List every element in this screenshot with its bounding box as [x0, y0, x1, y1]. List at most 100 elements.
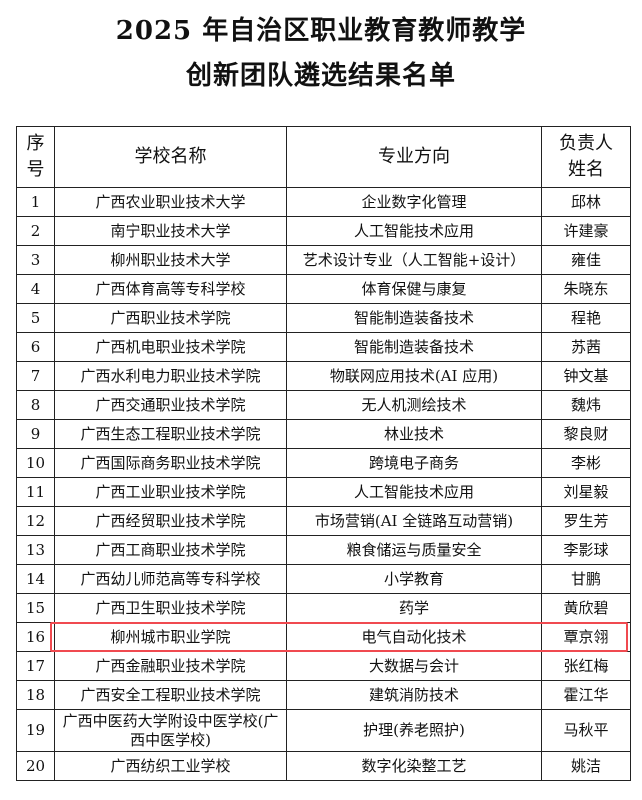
- table-row: 19 广西中医药大学附设中医学校(广西中医学校) 护理(养老照护) 马秋平: [16, 709, 631, 752]
- table-row: 15 广西卫生职业技术学院 药学 黄欣碧: [16, 593, 631, 623]
- cell-no: 11: [16, 477, 55, 507]
- cell-no: 5: [16, 303, 55, 333]
- cell-major: 护理(养老照护): [286, 709, 542, 752]
- cell-no: 10: [16, 448, 55, 478]
- table-row: 16 柳州城市职业学院 电气自动化技术 覃京翎: [16, 622, 631, 652]
- table-row: 14 广西幼儿师范高等专科学校 小学教育 甘鹏: [16, 564, 631, 594]
- cell-major: 药学: [286, 593, 542, 623]
- cell-major: 粮食储运与质量安全: [286, 535, 542, 565]
- cell-major: 林业技术: [286, 419, 542, 449]
- cell-major: 数字化染整工艺: [286, 751, 542, 781]
- cell-school: 广西工业职业技术学院: [54, 477, 287, 507]
- cell-school: 广西金融职业技术学院: [54, 651, 287, 681]
- cell-leader: 黎良财: [541, 419, 631, 449]
- cell-major: 建筑消防技术: [286, 680, 542, 710]
- cell-leader: 甘鹏: [541, 564, 631, 594]
- cell-no: 4: [16, 274, 55, 304]
- table-row: 18 广西安全工程职业技术学院 建筑消防技术 霍江华: [16, 680, 631, 710]
- cell-no: 7: [16, 361, 55, 391]
- cell-leader: 程艳: [541, 303, 631, 333]
- table-row: 9 广西生态工程职业技术学院 林业技术 黎良财: [16, 419, 631, 449]
- cell-no: 18: [16, 680, 55, 710]
- cell-school: 广西体育高等专科学校: [54, 274, 287, 304]
- cell-no: 2: [16, 216, 55, 246]
- cell-major: 大数据与会计: [286, 651, 542, 681]
- cell-major: 体育保健与康复: [286, 274, 542, 304]
- cell-no: 15: [16, 593, 55, 623]
- cell-leader: 朱晓东: [541, 274, 631, 304]
- cell-no: 1: [16, 187, 55, 217]
- header-school: 学校名称: [54, 126, 287, 188]
- cell-no: 9: [16, 419, 55, 449]
- cell-no: 8: [16, 390, 55, 420]
- table-row: 5 广西职业技术学院 智能制造装备技术 程艳: [16, 303, 631, 333]
- table-row: 7 广西水利电力职业技术学院 物联网应用技术(AI 应用) 钟文基: [16, 361, 631, 391]
- cell-school: 广西生态工程职业技术学院: [54, 419, 287, 449]
- cell-major: 人工智能技术应用: [286, 216, 542, 246]
- cell-leader: 邱林: [541, 187, 631, 217]
- cell-leader: 罗生芳: [541, 506, 631, 536]
- cell-school: 广西职业技术学院: [54, 303, 287, 333]
- cell-school: 广西安全工程职业技术学院: [54, 680, 287, 710]
- table-row: 6 广西机电职业技术学院 智能制造装备技术 苏茜: [16, 332, 631, 362]
- table-row: 2 南宁职业技术大学 人工智能技术应用 许建豪: [16, 216, 631, 246]
- cell-no: 16: [16, 622, 55, 652]
- table-row: 12 广西经贸职业技术学院 市场营销(AI 全链路互动营销) 罗生芳: [16, 506, 631, 536]
- cell-school: 广西经贸职业技术学院: [54, 506, 287, 536]
- cell-major: 市场营销(AI 全链路互动营销): [286, 506, 542, 536]
- header-major: 专业方向: [286, 126, 542, 188]
- cell-leader: 许建豪: [541, 216, 631, 246]
- cell-major: 无人机测绘技术: [286, 390, 542, 420]
- cell-leader: 李影球: [541, 535, 631, 565]
- cell-major: 企业数字化管理: [286, 187, 542, 217]
- cell-no: 12: [16, 506, 55, 536]
- header-leader: 负责人姓名: [541, 126, 631, 188]
- header-no: 序号: [16, 126, 55, 188]
- cell-no: 6: [16, 332, 55, 362]
- table-row: 3 柳州职业技术大学 艺术设计专业（人工智能+设计） 雍佳: [16, 245, 631, 275]
- cell-school: 广西农业职业技术大学: [54, 187, 287, 217]
- cell-school: 南宁职业技术大学: [54, 216, 287, 246]
- table-row: 10 广西国际商务职业技术学院 跨境电子商务 李彬: [16, 448, 631, 478]
- cell-leader: 霍江华: [541, 680, 631, 710]
- cell-no: 19: [16, 709, 55, 752]
- table-row: 8 广西交通职业技术学院 无人机测绘技术 魏炜: [16, 390, 631, 420]
- document-title-line2: 创新团队遴选结果名单: [185, 61, 456, 91]
- table-row: 17 广西金融职业技术学院 大数据与会计 张红梅: [16, 651, 631, 681]
- cell-school: 广西纺织工业学校: [54, 751, 287, 781]
- table-row: 20 广西纺织工业学校 数字化染整工艺 姚洁: [16, 751, 631, 781]
- cell-major: 小学教育: [286, 564, 542, 594]
- cell-school: 广西卫生职业技术学院: [54, 593, 287, 623]
- cell-leader: 苏茜: [541, 332, 631, 362]
- cell-leader: 雍佳: [541, 245, 631, 275]
- cell-school: 广西中医药大学附设中医学校(广西中医学校): [54, 709, 287, 752]
- cell-leader: 钟文基: [541, 361, 631, 391]
- cell-school: 广西幼儿师范高等专科学校: [54, 564, 287, 594]
- cell-school: 广西交通职业技术学院: [54, 390, 287, 420]
- cell-no: 14: [16, 564, 55, 594]
- cell-no: 13: [16, 535, 55, 565]
- table-row: 4 广西体育高等专科学校 体育保健与康复 朱晓东: [16, 274, 631, 304]
- cell-school: 广西水利电力职业技术学院: [54, 361, 287, 391]
- cell-school: 柳州职业技术大学: [54, 245, 287, 275]
- cell-school: 广西工商职业技术学院: [54, 535, 287, 565]
- cell-major: 电气自动化技术: [286, 622, 542, 652]
- cell-major: 智能制造装备技术: [286, 332, 542, 362]
- cell-major: 智能制造装备技术: [286, 303, 542, 333]
- cell-leader: 姚洁: [541, 751, 631, 781]
- cell-leader: 刘星毅: [541, 477, 631, 507]
- cell-leader: 黄欣碧: [541, 593, 631, 623]
- table-header-row: 序号 学校名称 专业方向 负责人姓名: [16, 126, 631, 188]
- cell-major: 人工智能技术应用: [286, 477, 542, 507]
- cell-school: 柳州城市职业学院: [54, 622, 287, 652]
- document-title-line1: 2025 年自治区职业教育教师教学: [115, 16, 527, 46]
- cell-leader: 覃京翎: [541, 622, 631, 652]
- table-row: 1 广西农业职业技术大学 企业数字化管理 邱林: [16, 187, 631, 217]
- cell-school: 广西国际商务职业技术学院: [54, 448, 287, 478]
- cell-leader: 马秋平: [541, 709, 631, 752]
- cell-school: 广西机电职业技术学院: [54, 332, 287, 362]
- cell-no: 20: [16, 751, 55, 781]
- cell-major: 跨境电子商务: [286, 448, 542, 478]
- cell-no: 17: [16, 651, 55, 681]
- table-row: 11 广西工业职业技术学院 人工智能技术应用 刘星毅: [16, 477, 631, 507]
